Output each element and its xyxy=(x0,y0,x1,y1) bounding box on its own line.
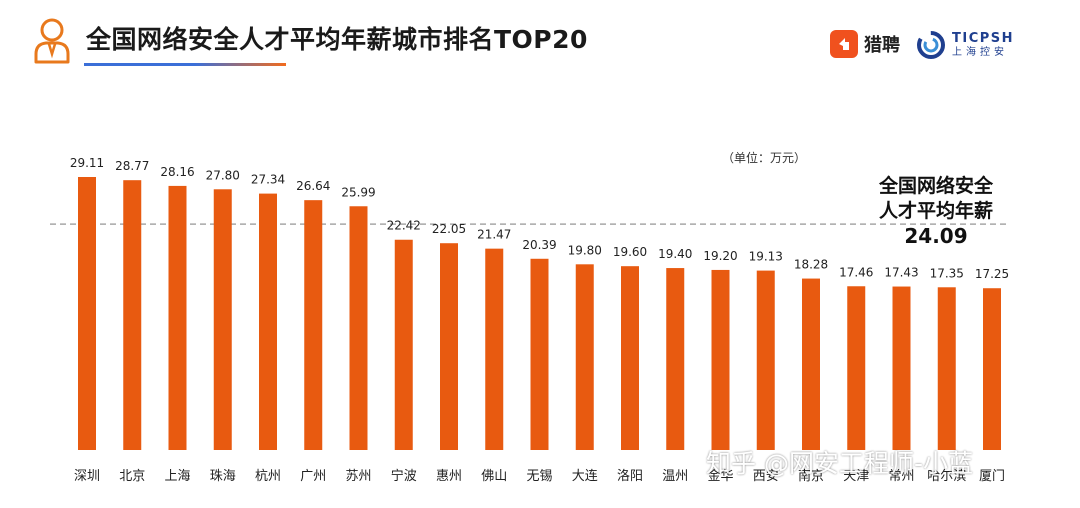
average-annotation: 全国网络安全 人才平均年薪 24.09 xyxy=(852,174,1020,249)
bar-洛阳 xyxy=(621,266,639,450)
data-label: 26.64 xyxy=(296,179,330,193)
watermark: 知乎 @网安工程师-小蓝 xyxy=(706,449,973,478)
data-label: 25.99 xyxy=(341,185,375,199)
page-title: 全国网络安全人才平均年薪城市排名TOP20 xyxy=(86,25,588,54)
category-label: 南京 xyxy=(798,468,824,484)
bar-宁波 xyxy=(394,239,413,450)
ticpsh-logo: TICPSH 上海控安 xyxy=(916,30,1014,60)
data-label: 22.05 xyxy=(432,222,466,236)
bar-珠海 xyxy=(213,189,232,450)
bar-深圳 xyxy=(78,177,96,450)
category-label: 宁波 xyxy=(391,468,417,484)
bar-苏州 xyxy=(349,206,368,450)
ticpsh-swirl-icon xyxy=(917,31,945,59)
bar-广州 xyxy=(304,200,323,450)
liepin-mark-icon xyxy=(830,30,858,58)
title-underline xyxy=(84,63,286,66)
category-label: 洛阳 xyxy=(617,469,643,484)
bar-哈尔滨 xyxy=(937,287,956,450)
category-label: 佛山 xyxy=(481,469,507,484)
category-label: 杭州 xyxy=(255,469,281,484)
liepin-logo: 猎聘 xyxy=(830,30,900,58)
data-label: 19.13 xyxy=(749,250,783,264)
data-label: 29.11 xyxy=(70,156,104,170)
data-label: 19.80 xyxy=(568,243,602,257)
bar-南京 xyxy=(802,278,820,450)
category-label: 厦门 xyxy=(979,469,1005,484)
category-label: 西安 xyxy=(753,469,779,484)
data-label: 18.28 xyxy=(794,258,828,272)
average-value: 24.09 xyxy=(904,224,968,248)
user-avatar-icon xyxy=(34,18,70,64)
liepin-name: 猎聘 xyxy=(864,35,900,56)
data-label: 22.42 xyxy=(387,219,421,233)
ticpsh-name-cn: 上海控安 xyxy=(952,47,1008,58)
category-label: 金华 xyxy=(707,468,733,484)
category-label: 哈尔滨 xyxy=(927,468,966,484)
bar-常州 xyxy=(892,286,911,450)
category-label: 苏州 xyxy=(345,468,371,484)
data-label: 19.40 xyxy=(658,247,692,261)
data-label: 19.60 xyxy=(613,245,647,259)
bar-温州 xyxy=(666,268,685,450)
category-label: 无锡 xyxy=(526,469,552,484)
data-label: 21.47 xyxy=(477,228,511,242)
bar-上海 xyxy=(168,185,187,451)
unit-label: （单位：万元） xyxy=(722,151,807,165)
data-label: 17.35 xyxy=(930,266,964,280)
data-label: 28.77 xyxy=(115,159,149,173)
average-label-line2: 人才平均年薪 xyxy=(878,200,993,222)
category-label: 北京 xyxy=(119,469,145,484)
data-label: 27.34 xyxy=(251,173,285,187)
data-label: 17.25 xyxy=(975,267,1009,281)
data-label: 17.43 xyxy=(884,266,918,280)
bar-佛山 xyxy=(485,248,504,450)
bar-天津 xyxy=(847,286,866,450)
bar-北京 xyxy=(123,180,142,450)
category-label: 上海 xyxy=(164,469,190,484)
category-label: 温州 xyxy=(662,469,688,484)
bar-金华 xyxy=(711,269,730,450)
data-label: 17.46 xyxy=(839,265,873,279)
category-label: 大连 xyxy=(572,468,598,484)
data-label: 27.80 xyxy=(206,168,240,182)
category-label: 珠海 xyxy=(210,469,236,484)
bar-大连 xyxy=(575,264,594,450)
bar-厦门 xyxy=(983,288,1001,450)
average-label-line1: 全国网络安全 xyxy=(878,175,993,197)
data-label: 28.16 xyxy=(160,165,194,179)
bar-惠州 xyxy=(440,243,458,450)
category-label: 惠州 xyxy=(436,469,462,484)
category-label: 深圳 xyxy=(74,469,100,484)
data-label: 20.39 xyxy=(522,238,556,252)
category-label: 常州 xyxy=(888,469,914,484)
category-label: 天津 xyxy=(843,469,869,484)
data-label: 19.20 xyxy=(703,249,737,263)
bar-杭州 xyxy=(259,193,277,450)
category-label: 广州 xyxy=(300,469,326,484)
bar-西安 xyxy=(756,270,775,450)
bar-无锡 xyxy=(530,258,549,450)
ticpsh-name-en: TICPSH xyxy=(952,31,1015,46)
